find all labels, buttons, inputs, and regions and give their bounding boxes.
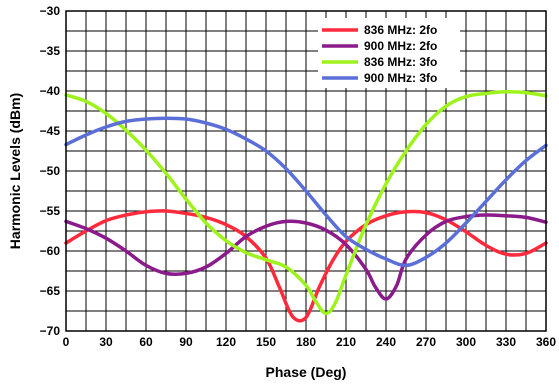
y-tick-label: −65: [40, 284, 61, 298]
x-tick-label: 150: [256, 335, 276, 349]
y-tick-label: −70: [40, 324, 61, 338]
legend-label: 836 MHz: 3fo: [364, 55, 437, 69]
x-tick-label: 0: [63, 335, 70, 349]
legend-label: 900 MHz: 2fo: [364, 39, 437, 53]
legend-items: 836 MHz: 2fo 900 MHz: 2fo 836 MHz: 3fo 900 …: [322, 23, 437, 85]
y-tick-labels: −30 −35 −40 −45 −50 −55 −60 −65 −70: [40, 4, 61, 338]
x-tick-label: 30: [99, 335, 113, 349]
series-line-3: [64, 90, 548, 316]
x-tick-label: 240: [376, 335, 396, 349]
series-line-4: [64, 116, 548, 268]
x-tick-label: 180: [296, 335, 316, 349]
y-tick-label: −40: [40, 84, 61, 98]
y-axis-title: Harmonic Levels (dBm): [7, 93, 23, 249]
y-tick-label: −60: [40, 244, 61, 258]
plot-frame: [65, 10, 547, 332]
legend-label: 836 MHz: 2fo: [364, 23, 437, 37]
legend-label: 900 MHz: 3fo: [364, 71, 437, 85]
x-tick-label: 210: [336, 335, 356, 349]
x-tick-label: 60: [139, 335, 153, 349]
x-tick-label: 270: [416, 335, 436, 349]
x-tick-labels: 0 30 60 90 120 150 180 210 240 270 300 330 360: [63, 335, 557, 349]
x-tick-label: 120: [216, 335, 236, 349]
legend: 836 MHz: 2fo 900 MHz: 2fo 836 MHz: 3fo 900 …: [318, 18, 460, 88]
y-tick-label: −35: [40, 44, 61, 58]
series-line-2: [64, 213, 548, 301]
x-tick-label: 90: [179, 335, 193, 349]
x-tick-label: 330: [496, 335, 516, 349]
y-tick-label: −50: [40, 164, 61, 178]
x-axis-title: Phase (Deg): [266, 364, 347, 380]
series-lines: [64, 90, 548, 323]
x-tick-label: 300: [456, 335, 476, 349]
x-tick-label: 360: [536, 335, 556, 349]
y-tick-label: −55: [40, 204, 61, 218]
y-tick-label: −30: [40, 4, 61, 18]
y-tick-label: −45: [40, 124, 61, 138]
